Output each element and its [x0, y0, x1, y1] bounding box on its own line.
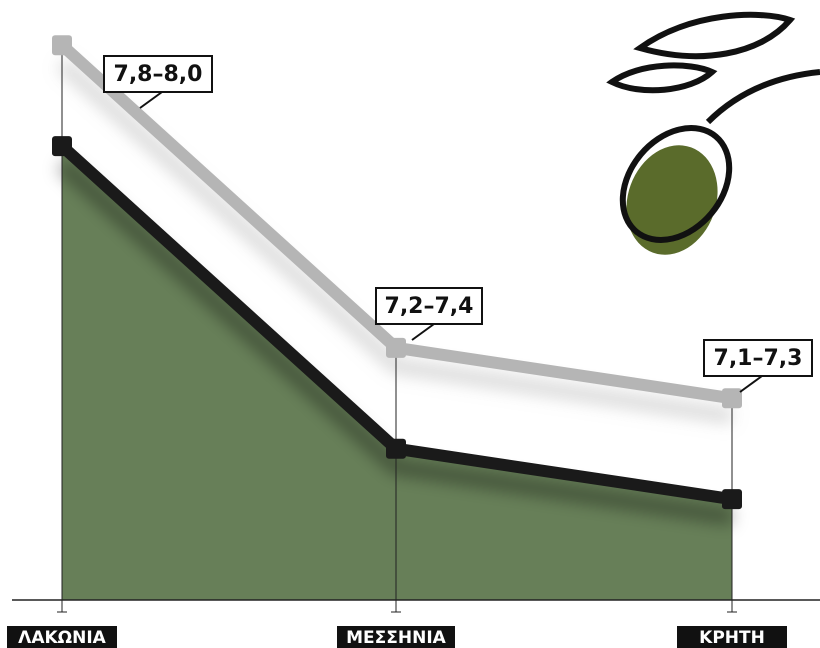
value-label: 7,2–7,4 — [385, 294, 474, 319]
label-leader — [411, 323, 435, 341]
label-leader — [139, 91, 163, 109]
point-marker — [52, 35, 72, 56]
point-marker — [386, 438, 406, 459]
point-marker — [386, 337, 406, 358]
point-marker — [722, 489, 742, 510]
category-box — [677, 626, 787, 648]
value-label: 7,8–8,0 — [114, 62, 203, 87]
category-box — [7, 626, 117, 648]
label-box — [103, 55, 213, 93]
category-box — [337, 626, 455, 648]
olive-illustration — [606, 11, 820, 255]
point-marker — [52, 136, 72, 157]
label-leader — [739, 375, 763, 393]
label-box — [375, 287, 483, 325]
point-marker — [722, 388, 742, 409]
x-tick-label: ΜΕΣΣΗΝΙΑ — [346, 628, 447, 648]
value-label: 7,1–7,3 — [714, 346, 803, 371]
x-tick-label: ΛΑΚΩΝΙΑ — [18, 628, 106, 648]
label-box — [703, 339, 813, 377]
x-tick-label: ΚΡΗΤΗ — [699, 628, 765, 648]
